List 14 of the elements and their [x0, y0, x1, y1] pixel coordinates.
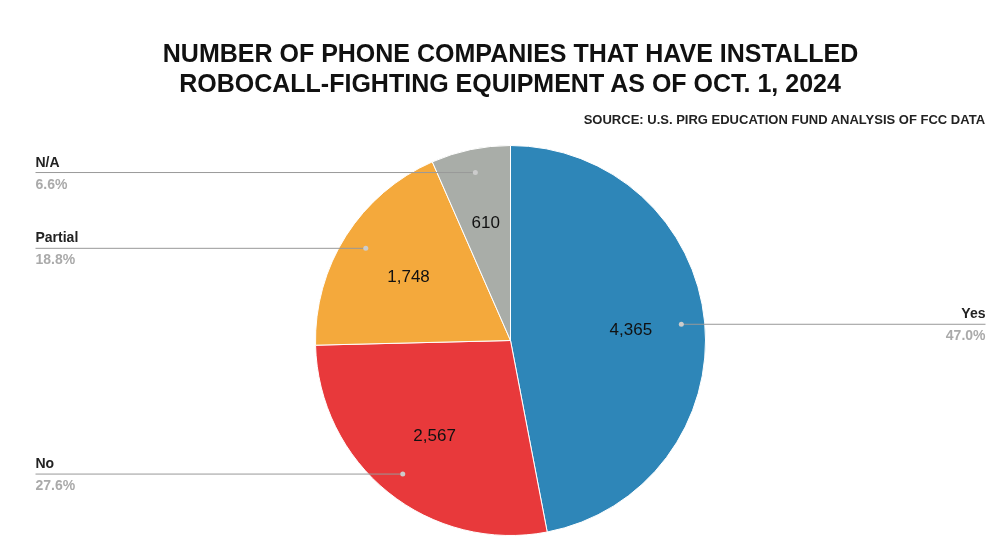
slice-label: Partial	[35, 229, 79, 246]
text: 6.6%	[35, 175, 68, 192]
data-label: 4,365	[609, 320, 653, 340]
slice-label: N/A	[35, 153, 60, 170]
slice-label: No	[35, 455, 55, 472]
data-label: 610	[471, 213, 500, 233]
chart-title: NUMBER OF PHONE COMPANIES THAT HAVE INSTALLED ROBOCALL-FIGHTING EQUIPMENT AS OF OCT. 1, 2024	[162, 38, 859, 97]
text: 27.6%	[35, 477, 76, 494]
text: 18.8%	[35, 251, 76, 268]
text: 47.0%	[945, 327, 987, 344]
source-note: SOURCE: U.S. PIRG EDUCATION FUND ANALYSIS OF FCC DATA	[583, 112, 986, 127]
slice-label: Yes	[961, 305, 986, 322]
data-label: 1,748	[387, 266, 430, 286]
data-label: 2,567	[413, 425, 456, 445]
